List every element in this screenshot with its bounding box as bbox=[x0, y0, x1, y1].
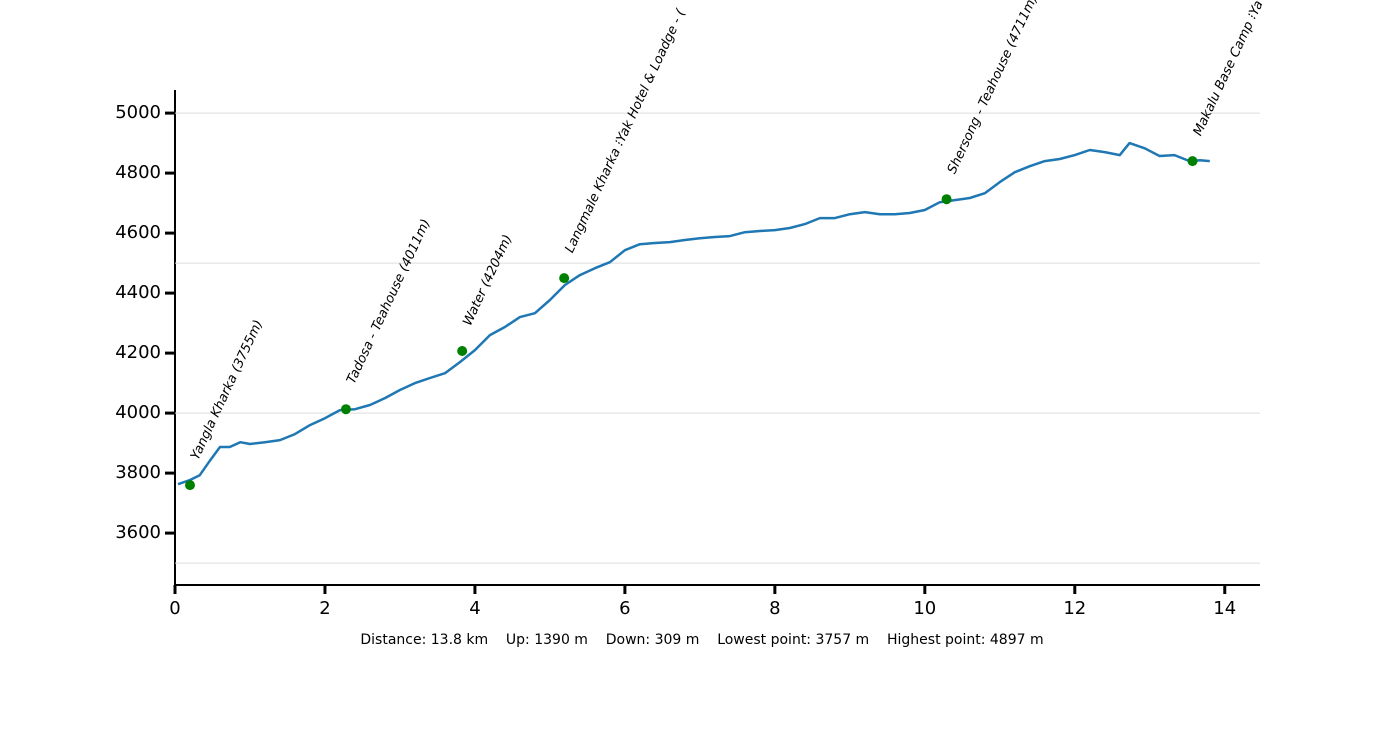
waypoint-label: Shersong - Teahouse (4711m) bbox=[945, 0, 1041, 176]
x-tick-label: 10 bbox=[913, 598, 936, 619]
x-tick-label: 0 bbox=[169, 598, 180, 619]
y-tick-label: 5000 bbox=[115, 102, 161, 123]
waypoint bbox=[340, 404, 351, 415]
y-tick-label: 4800 bbox=[115, 162, 161, 183]
elevation-line bbox=[177, 141, 1210, 486]
waypoint bbox=[941, 194, 952, 205]
y-tick-label: 4600 bbox=[115, 222, 161, 243]
waypoint-label: Tadosa - Teahouse (4011m) bbox=[344, 217, 434, 386]
summary: Distance: 13.8 km Up: 1390 m Down: 309 m… bbox=[360, 632, 1043, 648]
x-tick-label: 6 bbox=[619, 598, 630, 619]
waypoint bbox=[559, 273, 570, 284]
waypoint-label: Makalu Base Camp ⁝Ya bbox=[1191, 0, 1267, 138]
waypoint-label: Langmale Kharka ⁝Yak Hotel & Loadge - ( bbox=[562, 6, 689, 255]
y-tick-label: 4000 bbox=[115, 402, 161, 423]
waypoint bbox=[1187, 156, 1198, 167]
waypoint bbox=[184, 480, 195, 491]
waypoint bbox=[457, 346, 468, 356]
y-tick-label: 4200 bbox=[115, 342, 161, 363]
x-tick-label: 2 bbox=[319, 598, 330, 619]
y-tick-label: 3800 bbox=[115, 462, 161, 483]
x-tick-label: 8 bbox=[769, 598, 780, 619]
waypoint-label: Yangla Kharka (3755m) bbox=[188, 318, 266, 463]
y-tick-label: 4400 bbox=[115, 282, 161, 303]
x-tick-label: 14 bbox=[1213, 598, 1236, 619]
waypoint-label: Water (4204m) bbox=[460, 232, 515, 328]
x-tick-label: 12 bbox=[1063, 598, 1086, 619]
x-tick-label: 4 bbox=[469, 598, 480, 619]
y-tick-label: 3600 bbox=[115, 522, 161, 543]
